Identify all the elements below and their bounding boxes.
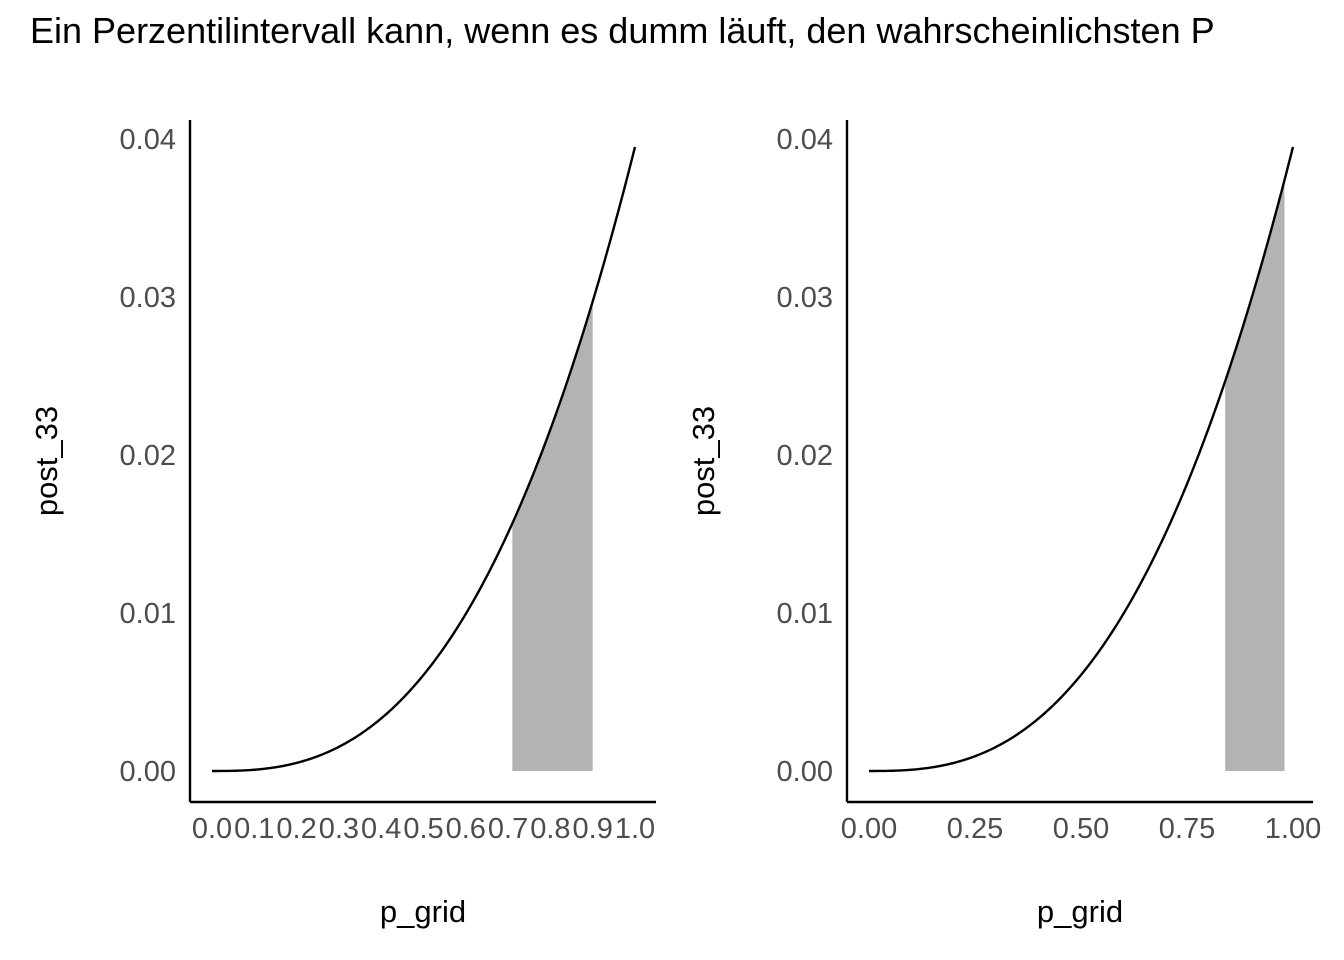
- panel-left: 0.000.010.020.030.040.0 0.1 0.2 0.3 0.4 0.5 0.…: [29, 120, 656, 929]
- y-tick-label: 0.03: [777, 282, 833, 314]
- y-tick-label: 0.02: [120, 440, 176, 472]
- x-tick-label: 0.5: [403, 813, 443, 845]
- y-tick-label: 0.00: [120, 756, 176, 788]
- x-tick-label: 0.2: [276, 813, 316, 845]
- x-tick-label: 0.8: [530, 813, 570, 845]
- x-tick-label: 1.00: [1265, 813, 1321, 845]
- y-tick-label: 0.03: [120, 282, 176, 314]
- x-tick-label: 0.7: [488, 813, 528, 845]
- y-tick-label: 0.02: [777, 440, 833, 472]
- y-tick-label: 0.04: [777, 124, 833, 156]
- x-tick-label: 0.50: [1053, 813, 1109, 845]
- x-tick-label: 0.75: [1159, 813, 1215, 845]
- y-tick-label: 0.00: [777, 756, 833, 788]
- x-tick-label: 0.9: [573, 813, 613, 845]
- shaded-interval: [1225, 180, 1285, 771]
- x-axis-title: p_grid: [1037, 894, 1123, 929]
- x-tick-label: 0.3: [319, 813, 359, 845]
- x-tick-label: 0.00: [841, 813, 897, 845]
- y-tick-label: 0.01: [777, 598, 833, 630]
- y-axis-title: post_33: [29, 406, 64, 516]
- y-tick-label: 0.01: [120, 598, 176, 630]
- x-tick-label: 1.0: [615, 813, 655, 845]
- y-axis-title: post_33: [686, 406, 721, 516]
- panel-right: 0.00 0.01 0.02 0.03 0.04 0.00 0.25 0.50 0.75 1.00…: [686, 120, 1321, 929]
- chart-title: Ein Perzentilintervall kann, wenn es dum…: [30, 10, 1215, 51]
- x-axis-title: p_grid: [380, 894, 466, 929]
- x-tick-label: 0.0: [192, 813, 232, 845]
- density-curve: [869, 146, 1295, 773]
- y-tick-label: 0.04: [120, 124, 176, 156]
- shaded-interval: [512, 301, 593, 771]
- x-tick-label: 0.4: [361, 813, 401, 845]
- density-curve: [212, 146, 637, 773]
- x-tick-label: 0.1: [234, 813, 274, 845]
- x-tick-label: 0.25: [947, 813, 1003, 845]
- x-tick-label: 0.6: [446, 813, 486, 845]
